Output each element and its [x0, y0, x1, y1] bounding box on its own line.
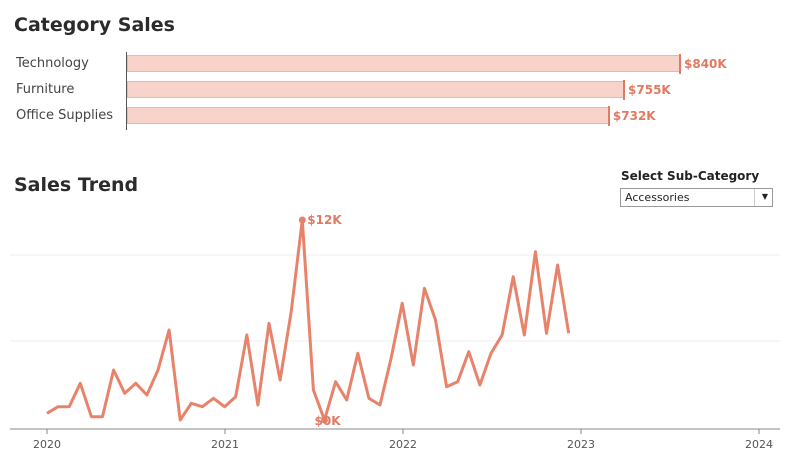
category-sales-title: Category Sales	[14, 14, 175, 36]
min-label: $0K	[315, 414, 342, 428]
category-row: Furniture $755K	[0, 80, 790, 100]
max-label: $12K	[307, 213, 342, 227]
chevron-down-icon[interactable]: ▼	[761, 192, 768, 201]
sub-category-dropdown[interactable]: Accessories ▼	[620, 188, 773, 207]
sales-trend-line[interactable]	[46, 218, 571, 422]
category-label: Technology	[16, 56, 89, 71]
max-point-marker[interactable]	[298, 216, 306, 224]
category-label: Furniture	[16, 82, 75, 97]
category-value-label: $755K	[628, 83, 671, 97]
x-tick-label: 2020	[33, 438, 61, 451]
category-row: Office Supplies $732K	[0, 106, 790, 126]
dropdown-divider	[754, 189, 755, 206]
category-axis-line	[126, 52, 127, 130]
x-tick-label: 2021	[211, 438, 239, 451]
min-point-marker[interactable]	[321, 416, 328, 424]
x-tick-label: 2024	[745, 438, 773, 451]
sub-category-selected-value: Accessories	[625, 191, 690, 204]
category-bar-end-marker	[623, 80, 626, 100]
category-bar-end-marker	[679, 54, 681, 74]
category-row: Technology $840K	[0, 54, 790, 74]
x-tick-label: 2023	[567, 438, 595, 451]
category-bar-end-marker	[607, 106, 610, 126]
category-label: Office Supplies	[16, 108, 114, 123]
sub-category-selector-label: Select Sub-Category	[621, 169, 760, 183]
category-value-label: $732K	[612, 109, 656, 123]
category-value-label: $840K	[684, 57, 727, 71]
sales-trend-title: Sales Trend	[14, 174, 139, 196]
x-tick-label: 2022	[389, 438, 417, 451]
